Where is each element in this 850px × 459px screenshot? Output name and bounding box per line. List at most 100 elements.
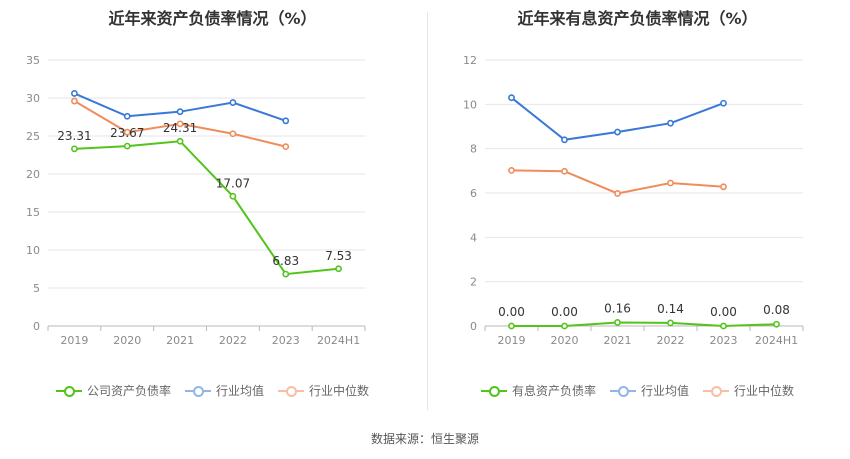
data-point [229, 192, 237, 200]
x-tick-label: 2021 [604, 334, 632, 347]
legend-swatch-icon [55, 385, 82, 397]
x-tick-label: 2022 [657, 334, 685, 347]
data-point [561, 322, 568, 330]
legend-item[interactable]: 行业中位数 [278, 382, 369, 399]
series-line [74, 140, 339, 276]
data-point [561, 167, 568, 175]
data-point [71, 97, 78, 105]
data-label: 0.00 [498, 305, 525, 319]
data-point [229, 130, 237, 138]
legend-label: 行业均值 [215, 384, 264, 398]
y-tick-label: 15 [26, 206, 40, 219]
data-point [71, 145, 78, 153]
chart-legend: 有息资产负债率 行业均值 行业中位数 [425, 382, 850, 399]
chart-title: 近年来资产负债率情况（%） [108, 9, 317, 28]
y-tick-label: 30 [26, 92, 40, 105]
data-label: 6.83 [272, 254, 299, 268]
data-point [71, 90, 78, 97]
data-point [282, 117, 290, 125]
data-point [282, 143, 290, 151]
y-tick-label: 10 [26, 244, 40, 257]
y-tick-label: 20 [26, 168, 40, 181]
data-label: 0.16 [604, 301, 631, 315]
data-point [614, 128, 621, 136]
x-tick-label: 2024H1 [755, 334, 798, 347]
data-source-note: 数据来源：恒生聚源 [370, 432, 479, 446]
legend-swatch-icon [480, 385, 507, 397]
legend-label: 公司资产负债率 [86, 384, 171, 398]
y-tick-label: 25 [26, 130, 40, 143]
data-point [123, 142, 131, 150]
x-tick-label: 2023 [710, 334, 738, 347]
y-tick-label: 2 [470, 276, 477, 289]
series-line [511, 169, 724, 195]
legend-label: 行业中位数 [734, 384, 795, 398]
data-point [176, 120, 184, 128]
y-tick-label: 12 [463, 54, 477, 67]
y-tick-label: 5 [33, 282, 40, 295]
data-point [229, 99, 237, 106]
data-label: 0.00 [551, 305, 578, 319]
legend-label: 行业均值 [640, 384, 689, 398]
legend-swatch-icon [184, 385, 211, 397]
data-label: 23.67 [110, 126, 144, 140]
line-chart-debt-ratio: 0 5 10 15 20 25 30 35 2019 2020 2021 2022 2023 2024H1… [26, 54, 366, 347]
y-tick-label: 8 [470, 143, 477, 156]
data-point [508, 166, 515, 174]
data-point [667, 319, 674, 327]
x-tick-label: 2024H1 [317, 334, 360, 347]
data-label: 0.14 [657, 302, 684, 316]
data-point [282, 270, 290, 278]
data-point [667, 119, 674, 127]
data-point [720, 322, 727, 330]
legend-item[interactable]: 行业均值 [184, 382, 264, 399]
line-chart-interest-debt-ratio: 0 2 4 6 8 10 12 2019 2020 2021 2022 2023 2024H1 0.00 0… [463, 54, 804, 347]
x-tick-label: 2021 [166, 334, 194, 347]
y-tick-label: 35 [26, 54, 40, 67]
data-point [614, 319, 621, 326]
chart-panel-debt-ratio: 近年来资产负债率情况（%） 0 5 10 15 20 25 30 35 2019 2020 2021… [0, 0, 425, 410]
data-point [335, 265, 342, 273]
chart-title: 近年来有息资产负债率情况（%） [517, 9, 758, 28]
x-tick-label: 2020 [551, 334, 579, 347]
legend-item[interactable]: 公司资产负债率 [55, 382, 171, 399]
y-tick-label: 6 [470, 187, 477, 200]
x-tick-label: 2020 [113, 334, 141, 347]
series-line [511, 321, 777, 328]
data-point [176, 108, 184, 116]
data-point [614, 190, 621, 197]
x-tick-label: 2022 [219, 334, 247, 347]
data-label: 7.53 [325, 249, 352, 263]
data-point [123, 112, 131, 120]
x-tick-label: 2019 [498, 334, 526, 347]
y-tick-label: 4 [470, 231, 477, 244]
x-tick-label: 2019 [60, 334, 88, 347]
data-label: 17.07 [216, 176, 250, 190]
data-point [561, 136, 568, 144]
legend-swatch-icon [278, 385, 304, 397]
data-point [773, 320, 780, 328]
data-point [508, 94, 515, 102]
data-label: 0.08 [763, 303, 790, 317]
y-tick-label: 0 [470, 320, 477, 333]
legend-label: 有息资产负债率 [511, 384, 596, 398]
chart-legend: 公司资产负债率 行业均值 行业中位数 [0, 382, 425, 399]
x-tick-label: 2023 [272, 334, 300, 347]
panel-divider [427, 12, 428, 410]
legend-swatch-icon [609, 385, 636, 397]
legend-swatch-icon [703, 385, 729, 397]
data-label: 24.31 [163, 121, 197, 135]
y-tick-label: 10 [463, 98, 477, 111]
legend-label: 行业中位数 [309, 384, 370, 398]
y-tick-label: 0 [33, 320, 40, 333]
data-label: 0.00 [710, 305, 737, 319]
data-point [123, 128, 131, 136]
data-point [176, 137, 184, 145]
data-point [667, 179, 674, 187]
legend-item[interactable]: 行业中位数 [703, 382, 794, 399]
data-point [720, 99, 727, 107]
data-label: 23.31 [57, 129, 91, 143]
legend-item[interactable]: 有息资产负债率 [480, 382, 596, 399]
data-point [720, 183, 727, 191]
legend-item[interactable]: 行业均值 [609, 382, 689, 399]
